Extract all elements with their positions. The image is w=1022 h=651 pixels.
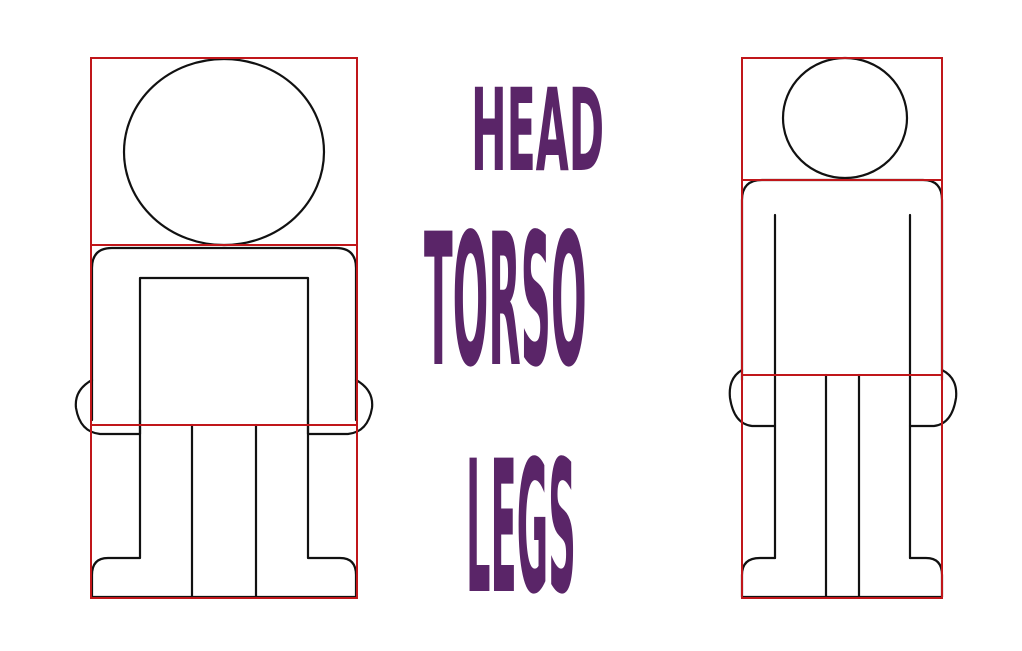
left-head-guide-box xyxy=(90,57,358,246)
head-label: HEAD xyxy=(471,65,604,198)
right-head-guide-box xyxy=(741,57,943,181)
right-feet xyxy=(740,556,944,599)
center-labels: HEAD TORSO LEGS xyxy=(424,65,604,635)
left-body-outline xyxy=(90,276,358,599)
right-torso-outline xyxy=(740,178,944,382)
left-head-circle xyxy=(122,57,326,247)
right-figure xyxy=(728,56,958,599)
right-hand xyxy=(306,378,374,436)
right-head-circle xyxy=(781,56,909,180)
right-fig-left-hand xyxy=(728,368,777,428)
left-legs-guide-box xyxy=(90,424,358,599)
left-torso-guide-box xyxy=(90,244,358,426)
right-fig-right-hand xyxy=(908,368,958,428)
right-legs-guide-box xyxy=(741,374,943,599)
left-torso-top xyxy=(90,246,358,422)
left-hand xyxy=(74,378,142,436)
right-torso-guide-box xyxy=(741,179,943,376)
legs-label: LEGS xyxy=(466,422,576,635)
left-figure xyxy=(74,57,374,599)
torso-label: TORSO xyxy=(424,196,587,408)
